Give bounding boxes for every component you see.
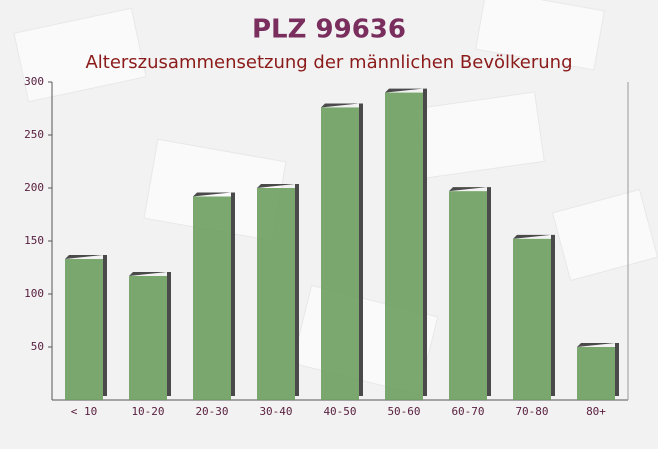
x-tick-label: 50-60 [387,405,420,418]
x-tick-label: 30-40 [259,405,292,418]
x-tick-label: 60-70 [451,405,484,418]
y-tick-label: 50 [31,340,44,353]
y-tick-label: 300 [24,75,44,88]
bar [513,238,551,400]
bar [385,92,423,400]
y-tick-label: 200 [24,181,44,194]
bar [449,191,487,400]
y-tick-label: 150 [24,234,44,247]
bar [257,188,295,400]
x-tick-label: 20-30 [195,405,228,418]
bar [65,259,103,400]
chart-title: PLZ 99636 [252,15,406,45]
y-tick-label: 250 [24,128,44,141]
bar [321,107,359,400]
x-tick-label: 70-80 [515,405,548,418]
x-tick-label: < 10 [71,405,98,418]
bar [129,275,167,400]
x-tick-label: 10-20 [131,405,164,418]
x-tick-label: 80+ [586,405,606,418]
bar [193,196,231,400]
x-tick-label: 40-50 [323,405,356,418]
y-tick-label: 100 [24,287,44,300]
chart-subtitle: Alterszusammensetzung der männlichen Bev… [85,52,572,73]
bar [577,347,615,400]
